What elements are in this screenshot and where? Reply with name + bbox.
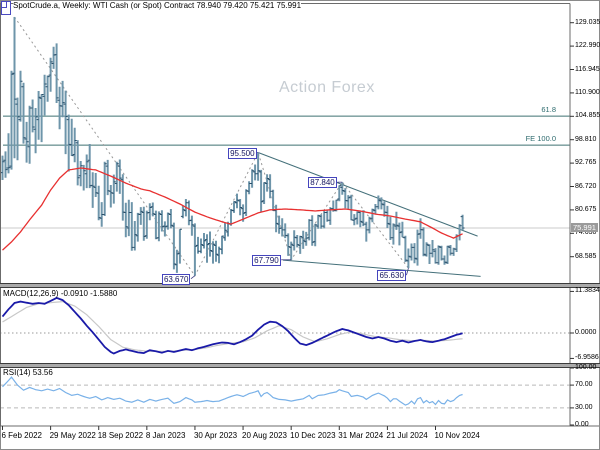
pivot-label-connector (190, 275, 196, 280)
moving-average-line (2, 167, 463, 251)
rsi-name: RSI(14) (3, 368, 31, 377)
chart-title-symbol: SpotCrude.a, Weekly: WTI Cash (or Spot) … (13, 1, 195, 10)
chart-window-icon[interactable] (1, 1, 11, 15)
panel-splitter-rsi[interactable] (0, 363, 600, 368)
chart-title: SpotCrude.a, Weekly: WTI Cash (or Spot) … (13, 1, 302, 10)
pivot-label-connector (406, 268, 409, 276)
trendline[interactable] (283, 259, 481, 277)
pivot-label[interactable]: 87.840 (308, 177, 337, 189)
zigzag-dashed-line[interactable] (14, 16, 409, 277)
watermark: Action Forex (279, 79, 375, 96)
macd-line (1, 296, 463, 355)
pivot-label[interactable]: 67.790 (252, 254, 281, 266)
price-bar-ticks (0, 54, 465, 266)
macd-name: MACD(12,26,9) (3, 289, 59, 298)
rsi-indicator-label: RSI(14) 53.56 (3, 368, 53, 377)
pivot-label[interactable]: 95.500 (228, 147, 257, 159)
macd-indicator-label: MACD(12,26,9) -0.0910 -1.5880 (3, 289, 117, 298)
rsi-line (2, 376, 463, 406)
rsi-value: 53.56 (32, 368, 53, 377)
panel-splitter-macd[interactable] (0, 283, 600, 288)
chart-title-ohlc: 78.940 79.420 75.421 75.991 (196, 1, 302, 10)
pivot-label[interactable]: 65.630 (377, 270, 406, 282)
trendline[interactable] (257, 152, 478, 237)
price-bars (1, 17, 464, 276)
macd-values: -0.0910 -1.5880 (60, 289, 118, 298)
pivot-label[interactable]: 63.670 (161, 273, 191, 285)
